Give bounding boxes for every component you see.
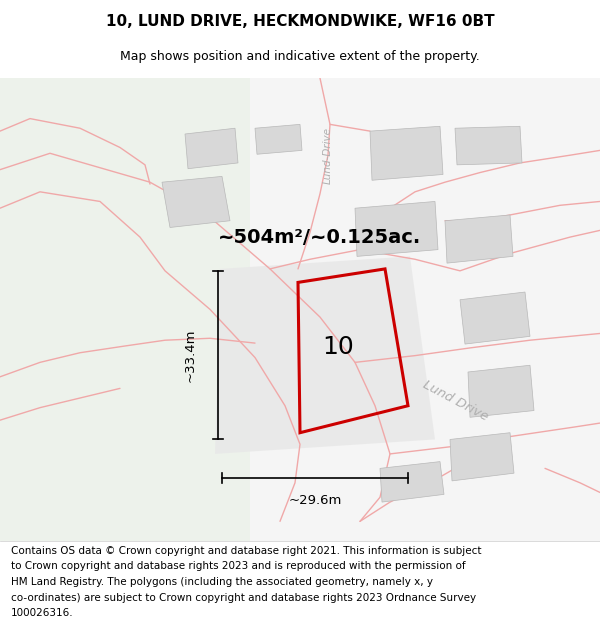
Text: ~504m²/~0.125ac.: ~504m²/~0.125ac. (218, 228, 422, 247)
Polygon shape (185, 128, 238, 169)
Text: Lund-Drive: Lund-Drive (323, 127, 333, 184)
Text: Lund Drive: Lund Drive (420, 378, 490, 424)
Text: 100026316.: 100026316. (11, 608, 73, 618)
Text: Map shows position and indicative extent of the property.: Map shows position and indicative extent… (120, 50, 480, 62)
Polygon shape (380, 462, 444, 502)
Polygon shape (460, 292, 530, 344)
Text: HM Land Registry. The polygons (including the associated geometry, namely x, y: HM Land Registry. The polygons (includin… (11, 577, 433, 587)
Polygon shape (215, 256, 435, 454)
Polygon shape (162, 176, 230, 228)
Polygon shape (450, 432, 514, 481)
Polygon shape (468, 365, 534, 418)
Text: 10, LUND DRIVE, HECKMONDWIKE, WF16 0BT: 10, LUND DRIVE, HECKMONDWIKE, WF16 0BT (106, 14, 494, 29)
Polygon shape (355, 201, 438, 256)
Polygon shape (255, 124, 302, 154)
Polygon shape (0, 78, 250, 541)
Polygon shape (455, 126, 522, 165)
Text: 10: 10 (322, 336, 353, 359)
Polygon shape (445, 215, 513, 263)
Polygon shape (370, 126, 443, 180)
Polygon shape (250, 78, 600, 541)
Text: ~29.6m: ~29.6m (289, 494, 341, 507)
Text: Contains OS data © Crown copyright and database right 2021. This information is : Contains OS data © Crown copyright and d… (11, 546, 481, 556)
Text: ~33.4m: ~33.4m (184, 329, 197, 382)
Text: co-ordinates) are subject to Crown copyright and database rights 2023 Ordnance S: co-ordinates) are subject to Crown copyr… (11, 592, 476, 602)
Text: to Crown copyright and database rights 2023 and is reproduced with the permissio: to Crown copyright and database rights 2… (11, 561, 466, 571)
